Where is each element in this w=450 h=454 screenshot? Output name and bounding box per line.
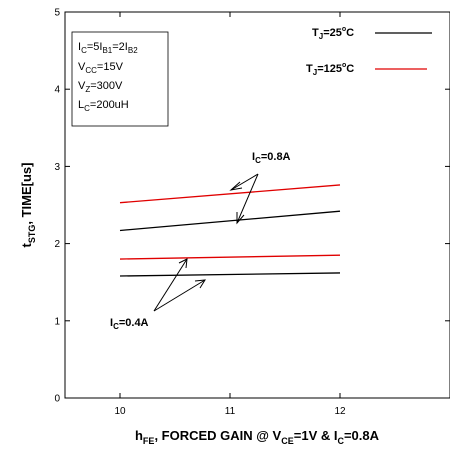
arrow-08a-black [236, 173, 259, 224]
y-tick-label: 4 [54, 85, 60, 96]
plot-area [64, 11, 450, 399]
x-axis: 10 11 12 [114, 12, 346, 417]
condition-vz: VZ=300V [78, 80, 123, 94]
arrowhead-04a-black [194, 279, 206, 289]
x-tick-label: 10 [114, 406, 126, 417]
annotation-arrows-04a [153, 258, 206, 312]
series-line-2 [119, 272, 341, 277]
y-tick-label: 2 [54, 239, 60, 250]
arrowhead-08a-black [236, 212, 245, 225]
conditions-box [71, 31, 169, 127]
annotation-ic-04a: IC=0.4A [110, 317, 149, 331]
y-axis-label: tSTG, TIME[us] [19, 163, 37, 248]
annotation-arrows-08a [229, 173, 259, 225]
arrow-08a-red [230, 173, 259, 191]
condition-vcc: VCC=15V [78, 61, 124, 75]
series-line-3 [119, 254, 341, 260]
series-line-0 [119, 210, 341, 232]
y-tick-label: 3 [54, 162, 60, 173]
series-line-1 [119, 184, 341, 204]
y-tick-label: 1 [54, 316, 60, 327]
condition-ic: IC=5IB1=2IB2 [78, 41, 138, 55]
y-tick-label: 0 [54, 394, 60, 405]
condition-lc: LC=200uH [78, 99, 129, 113]
legend-entry-25c: TJ=25oC [312, 26, 354, 41]
x-axis-label: hFE, FORCED GAIN @ VCE=1V & IC=0.8A [135, 428, 380, 446]
y-tick-label: 5 [54, 8, 60, 19]
arrowhead-04a-red [178, 258, 188, 269]
arrowhead-08a-red [229, 181, 243, 191]
legend-entry-125c: TJ=125oC [306, 62, 354, 77]
y-axis: 0 1 2 3 4 5 [54, 8, 450, 405]
x-tick-label: 12 [334, 406, 346, 417]
x-tick-label: 11 [225, 406, 236, 417]
annotation-ic-08a: IC=0.8A [252, 151, 291, 165]
arrow-04a-black [153, 279, 206, 312]
arrow-04a-red [153, 258, 188, 312]
series-group [119, 184, 341, 277]
